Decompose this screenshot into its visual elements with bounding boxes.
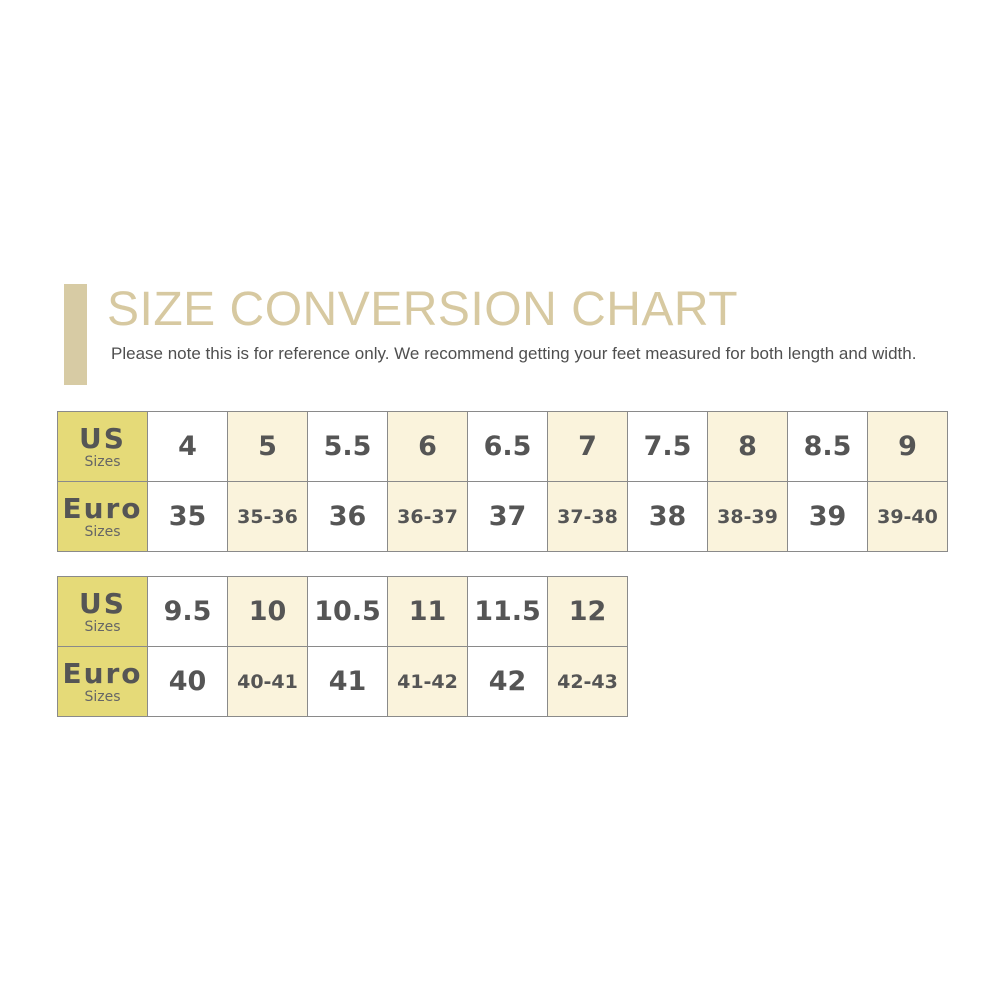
us-row: US Sizes 9.5 10 10.5 11 11.5 12 xyxy=(57,576,628,647)
euro-size-cell: 37-38 xyxy=(547,481,628,552)
us-size-cell: 9.5 xyxy=(147,576,228,647)
euro-size-cell: 40-41 xyxy=(227,646,308,717)
us-size-cell: 6 xyxy=(387,411,468,482)
euro-size-cell: 35-36 xyxy=(227,481,308,552)
us-row: US Sizes 4 5 5.5 6 6.5 7 7.5 8 8.5 9 xyxy=(57,411,948,482)
reference-note: Please note this is for reference only. … xyxy=(111,344,917,363)
euro-size-cell: 36 xyxy=(307,481,388,552)
euro-size-cell: 36-37 xyxy=(387,481,468,552)
size-table-2: US Sizes 9.5 10 10.5 11 11.5 12 Euro Sizes 40 40-41… xyxy=(57,576,628,717)
euro-size-cell: 39 xyxy=(787,481,868,552)
euro-row: Euro Sizes 40 40-41 41 41-42 42 42-43 xyxy=(57,646,628,717)
euro-label: Euro xyxy=(62,656,143,690)
accent-bar xyxy=(64,284,87,385)
us-sublabel: Sizes xyxy=(84,453,121,470)
euro-size-cell: 40 xyxy=(147,646,228,717)
euro-size-cell: 42 xyxy=(467,646,548,717)
euro-size-cell: 38-39 xyxy=(707,481,788,552)
us-size-cell: 5 xyxy=(227,411,308,482)
us-size-cell: 5.5 xyxy=(307,411,388,482)
size-table-1: US Sizes 4 5 5.5 6 6.5 7 7.5 8 8.5 9 Euro Sizes 35 35-3… xyxy=(57,411,948,552)
us-row-header: US Sizes xyxy=(57,576,148,647)
us-label: US xyxy=(79,586,126,620)
us-row-header: US Sizes xyxy=(57,411,148,482)
euro-size-cell: 38 xyxy=(627,481,708,552)
us-size-cell: 6.5 xyxy=(467,411,548,482)
euro-label: Euro xyxy=(62,491,143,525)
us-size-cell: 12 xyxy=(547,576,628,647)
us-label: US xyxy=(79,421,126,455)
euro-size-cell: 41-42 xyxy=(387,646,468,717)
page-title: SIZE CONVERSION CHART xyxy=(107,283,739,336)
us-sublabel: Sizes xyxy=(84,618,121,635)
us-size-cell: 7 xyxy=(547,411,628,482)
euro-size-cell: 37 xyxy=(467,481,548,552)
us-size-cell: 10 xyxy=(227,576,308,647)
euro-row-header: Euro Sizes xyxy=(57,646,148,717)
us-size-cell: 11 xyxy=(387,576,468,647)
euro-size-cell: 35 xyxy=(147,481,228,552)
euro-sublabel: Sizes xyxy=(84,523,121,540)
euro-row: Euro Sizes 35 35-36 36 36-37 37 37-38 38 38-39 39 3… xyxy=(57,481,948,552)
euro-size-cell: 42-43 xyxy=(547,646,628,717)
us-size-cell: 10.5 xyxy=(307,576,388,647)
us-size-cell: 8 xyxy=(707,411,788,482)
us-size-cell: 11.5 xyxy=(467,576,548,647)
euro-row-header: Euro Sizes xyxy=(57,481,148,552)
euro-size-cell: 39-40 xyxy=(867,481,948,552)
us-size-cell: 4 xyxy=(147,411,228,482)
us-size-cell: 8.5 xyxy=(787,411,868,482)
us-size-cell: 7.5 xyxy=(627,411,708,482)
us-size-cell: 9 xyxy=(867,411,948,482)
euro-sublabel: Sizes xyxy=(84,688,121,705)
euro-size-cell: 41 xyxy=(307,646,388,717)
